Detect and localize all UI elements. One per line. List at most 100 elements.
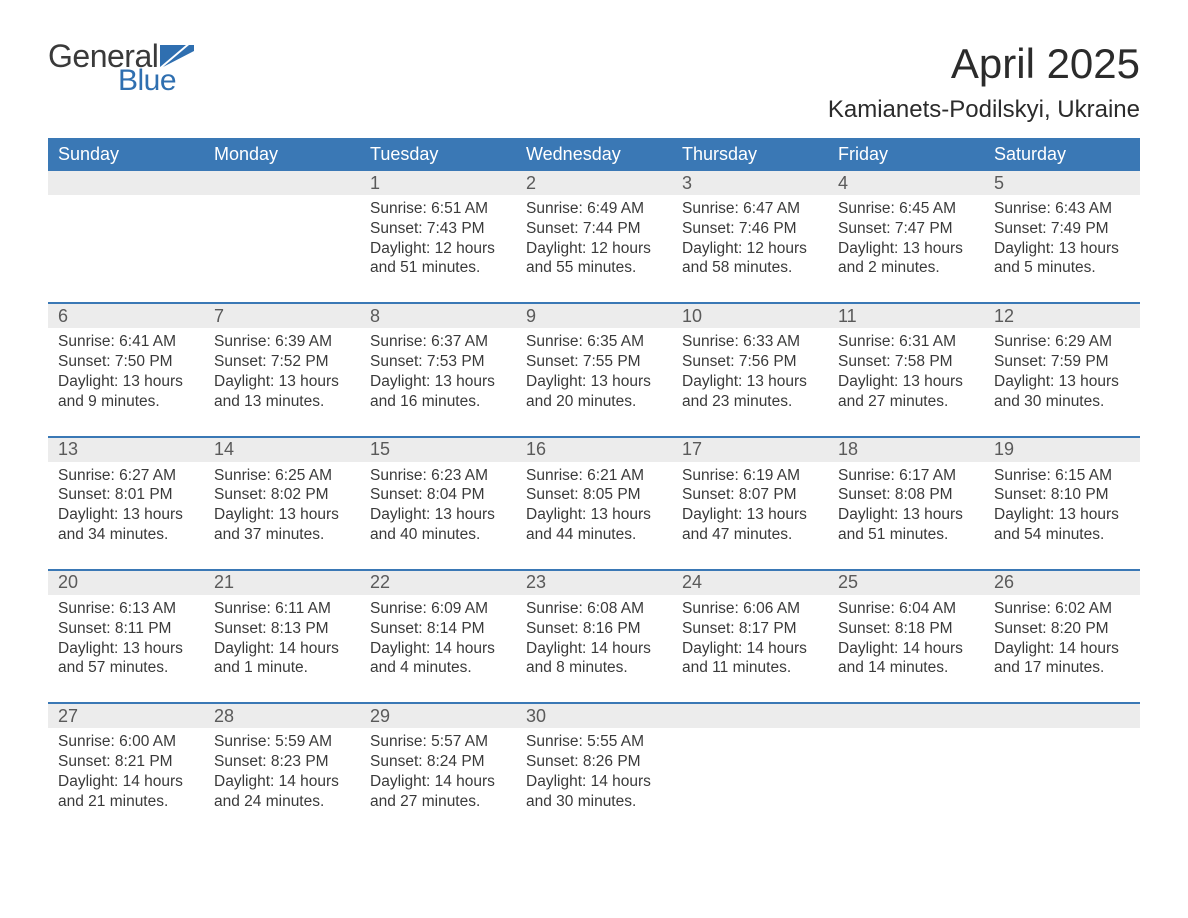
day2-text: and 47 minutes. [682,525,818,545]
day1-text: Daylight: 13 hours [682,505,818,525]
day-body: Sunrise: 6:17 AMSunset: 8:08 PMDaylight:… [828,462,984,551]
day-body: Sunrise: 6:29 AMSunset: 7:59 PMDaylight:… [984,328,1140,417]
sunset-text: Sunset: 7:53 PM [370,352,506,372]
day-number: 22 [360,572,390,593]
day2-text: and 21 minutes. [58,792,194,812]
day2-text: and 1 minute. [214,658,350,678]
sunrise-text: Sunrise: 6:37 AM [370,332,506,352]
day2-text: and 57 minutes. [58,658,194,678]
calendar-week: 20Sunrise: 6:13 AMSunset: 8:11 PMDayligh… [48,569,1140,684]
sunrise-text: Sunrise: 6:33 AM [682,332,818,352]
day-number: 19 [984,439,1014,460]
day-number: 5 [984,173,1004,194]
day-number: 27 [48,706,78,727]
calendar-cell: 14Sunrise: 6:25 AMSunset: 8:02 PMDayligh… [204,438,360,551]
weekday-header: Friday [828,138,984,171]
day-number: 18 [828,439,858,460]
sunrise-text: Sunrise: 6:09 AM [370,599,506,619]
calendar-cell [984,704,1140,817]
day-body: Sunrise: 6:09 AMSunset: 8:14 PMDaylight:… [360,595,516,684]
day1-text: Daylight: 13 hours [370,372,506,392]
calendar-cell: 6Sunrise: 6:41 AMSunset: 7:50 PMDaylight… [48,304,204,417]
weekday-header: Tuesday [360,138,516,171]
day1-text: Daylight: 13 hours [682,372,818,392]
calendar-cell: 17Sunrise: 6:19 AMSunset: 8:07 PMDayligh… [672,438,828,551]
sunrise-text: Sunrise: 6:06 AM [682,599,818,619]
day-number-row: 19 [984,438,1140,462]
day2-text: and 16 minutes. [370,392,506,412]
sunset-text: Sunset: 8:07 PM [682,485,818,505]
day-number-row: 5 [984,171,1140,195]
day2-text: and 58 minutes. [682,258,818,278]
sunset-text: Sunset: 8:17 PM [682,619,818,639]
day-number: 23 [516,572,546,593]
day-body: Sunrise: 5:55 AMSunset: 8:26 PMDaylight:… [516,728,672,817]
sunrise-text: Sunrise: 6:25 AM [214,466,350,486]
day-number-row: 7 [204,304,360,328]
day2-text: and 27 minutes. [838,392,974,412]
day-body: Sunrise: 6:15 AMSunset: 8:10 PMDaylight:… [984,462,1140,551]
day1-text: Daylight: 14 hours [682,639,818,659]
sunset-text: Sunset: 8:24 PM [370,752,506,772]
day-body: Sunrise: 6:51 AMSunset: 7:43 PMDaylight:… [360,195,516,284]
day-number: 12 [984,306,1014,327]
day1-text: Daylight: 12 hours [682,239,818,259]
calendar-cell [204,171,360,284]
calendar-cell: 3Sunrise: 6:47 AMSunset: 7:46 PMDaylight… [672,171,828,284]
calendar-cell: 8 Sunrise: 6:37 AMSunset: 7:53 PMDaylight… [360,304,516,417]
day2-text: and 37 minutes. [214,525,350,545]
sunset-text: Sunset: 7:43 PM [370,219,506,239]
calendar-cell: 5Sunrise: 6:43 AMSunset: 7:49 PMDaylight… [984,171,1140,284]
day1-text: Daylight: 12 hours [370,239,506,259]
sunset-text: Sunset: 7:52 PM [214,352,350,372]
weekday-header: Saturday [984,138,1140,171]
sunset-text: Sunset: 8:21 PM [58,752,194,772]
day1-text: Daylight: 13 hours [526,505,662,525]
day-body: Sunrise: 6:25 AMSunset: 8:02 PMDaylight:… [204,462,360,551]
day-number: 26 [984,572,1014,593]
day-number: 28 [204,706,234,727]
day-number-row: 28 [204,704,360,728]
day-number-row: 4 [828,171,984,195]
day2-text: and 17 minutes. [994,658,1130,678]
day-number: 30 [516,706,546,727]
day-body: Sunrise: 6:19 AMSunset: 8:07 PMDaylight:… [672,462,828,551]
day-number-row: 26 [984,571,1140,595]
day1-text: Daylight: 13 hours [58,639,194,659]
calendar-cell: 11 Sunrise: 6:31 AMSunset: 7:58 PMDayligh… [828,304,984,417]
sunrise-text: Sunrise: 5:55 AM [526,732,662,752]
day-number-row: 10 [672,304,828,328]
day-number: 9 [516,306,536,327]
calendar-week: 13Sunrise: 6:27 AMSunset: 8:01 PMDayligh… [48,436,1140,551]
day2-text: and 34 minutes. [58,525,194,545]
sunset-text: Sunset: 8:23 PM [214,752,350,772]
day-body: Sunrise: 6:23 AMSunset: 8:04 PMDaylight:… [360,462,516,551]
day1-text: Daylight: 14 hours [58,772,194,792]
sunset-text: Sunset: 7:59 PM [994,352,1130,372]
day-number: 24 [672,572,702,593]
sunset-text: Sunset: 7:44 PM [526,219,662,239]
day2-text: and 30 minutes. [994,392,1130,412]
sunset-text: Sunset: 8:01 PM [58,485,194,505]
logo-text-blue: Blue [118,66,194,96]
day1-text: Daylight: 13 hours [526,372,662,392]
day2-text: and 54 minutes. [994,525,1130,545]
day-number: 8 [360,306,380,327]
day1-text: Daylight: 12 hours [526,239,662,259]
sunset-text: Sunset: 8:18 PM [838,619,974,639]
sunset-text: Sunset: 7:58 PM [838,352,974,372]
day1-text: Daylight: 13 hours [994,505,1130,525]
day-number: 11 [828,306,857,327]
day2-text: and 8 minutes. [526,658,662,678]
day-number-row: 3 [672,171,828,195]
weekday-header: Thursday [672,138,828,171]
calendar-cell: 10Sunrise: 6:33 AMSunset: 7:56 PMDayligh… [672,304,828,417]
day-number-row [204,171,360,195]
header: General Blue April 2025 Kamianets-Podils… [48,40,1140,124]
title-block: April 2025 Kamianets-Podilskyi, Ukraine [828,40,1140,124]
day1-text: Daylight: 13 hours [838,372,974,392]
weekday-header: Monday [204,138,360,171]
sunrise-text: Sunrise: 6:31 AM [838,332,974,352]
sunrise-text: Sunrise: 6:35 AM [526,332,662,352]
calendar-cell: 15Sunrise: 6:23 AMSunset: 8:04 PMDayligh… [360,438,516,551]
